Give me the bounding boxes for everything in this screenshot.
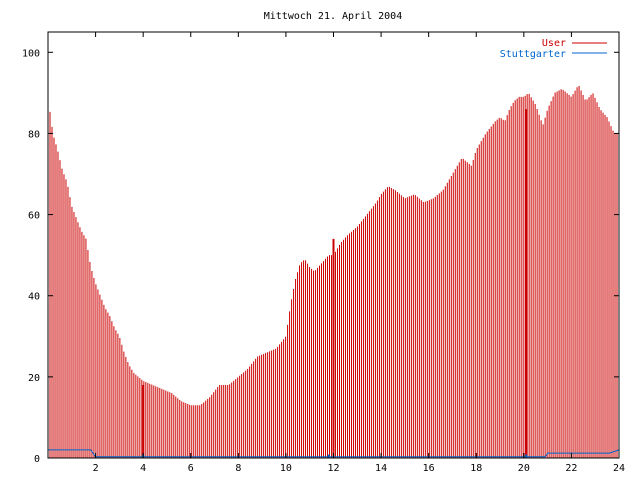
y-tick-label: 60	[28, 211, 40, 222]
stuttgarter-line	[48, 449, 620, 458]
y-tick-label: 20	[28, 373, 40, 384]
y-tick-label: 80	[28, 129, 40, 140]
x-tick-label: 14	[375, 463, 387, 474]
x-axis: 2 4 6 8 10 12 14 16 18 20 22 24	[93, 32, 625, 474]
x-tick-label: 12	[327, 463, 339, 474]
y-tick-label: 100	[22, 48, 40, 59]
x-tick-label: 6	[188, 463, 194, 474]
legend-label-user: User	[542, 38, 566, 49]
legend: User Stuttgarter	[500, 38, 607, 60]
x-tick-label: 2	[93, 463, 99, 474]
x-tick-label: 8	[235, 463, 241, 474]
y-tick-label: 40	[28, 292, 40, 303]
y-axis: 0 20 40 60 80 100	[22, 48, 619, 465]
x-tick-label: 10	[280, 463, 292, 474]
chart-title: Mittwoch 21. April 2004	[264, 11, 402, 22]
x-tick-label: 4	[140, 463, 146, 474]
legend-label-stuttgarter: Stuttgarter	[500, 49, 566, 60]
x-tick-label: 24	[613, 463, 625, 474]
user-series	[47, 85, 620, 458]
y-tick-label: 0	[34, 454, 40, 465]
x-tick-label: 20	[518, 463, 530, 474]
x-tick-label: 22	[565, 463, 577, 474]
x-tick-label: 16	[423, 463, 435, 474]
x-tick-label: 18	[470, 463, 482, 474]
